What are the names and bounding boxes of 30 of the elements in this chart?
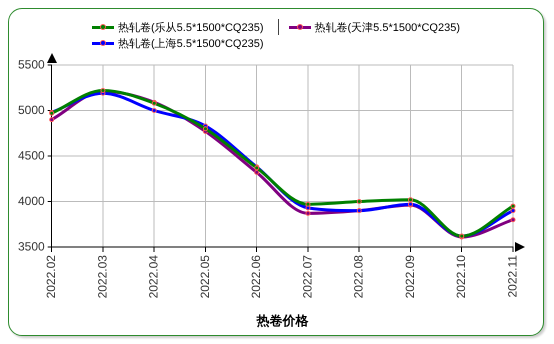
point — [254, 170, 260, 175]
y-tick-label: 4000 — [18, 194, 46, 208]
point — [510, 204, 516, 209]
point — [49, 117, 54, 122]
y-tick-label: 5500 — [18, 57, 46, 72]
x-tick-label: 2022.11 — [505, 254, 520, 298]
point — [305, 202, 310, 207]
x-tick-label: 2022.06 — [249, 254, 264, 298]
x-tick-label: 2022.07 — [300, 254, 314, 298]
y-tick-label: 5000 — [18, 102, 46, 117]
point — [305, 210, 310, 216]
point — [510, 208, 516, 214]
x-tick-label: 2022.08 — [352, 254, 366, 298]
point — [356, 199, 362, 204]
legend-label: 热轧卷(乐从5.5*1500*CQ235) — [118, 20, 264, 34]
x-axis-title: 热卷价格 — [255, 312, 310, 328]
x-tick-label: 2022.03 — [95, 254, 110, 298]
x-tick-label: 2022.04 — [146, 254, 161, 298]
x-tick-label: 2022.10 — [454, 254, 468, 298]
point — [152, 108, 157, 114]
x-tick-label: 2022.09 — [402, 254, 417, 298]
x-tick-label: 2022.02 — [44, 254, 58, 298]
legend-label: 热轧卷(上海5.5*1500*CQ235) — [118, 36, 264, 50]
y-tick-label: 4500 — [18, 148, 46, 162]
point — [408, 197, 413, 202]
point — [510, 217, 516, 222]
legend-label: 热轧卷(天津5.5*1500*CQ235) — [314, 20, 460, 34]
y-tick-label: 3500 — [18, 239, 46, 254]
point — [202, 126, 208, 132]
x-tick-label: 2022.05 — [198, 254, 212, 298]
